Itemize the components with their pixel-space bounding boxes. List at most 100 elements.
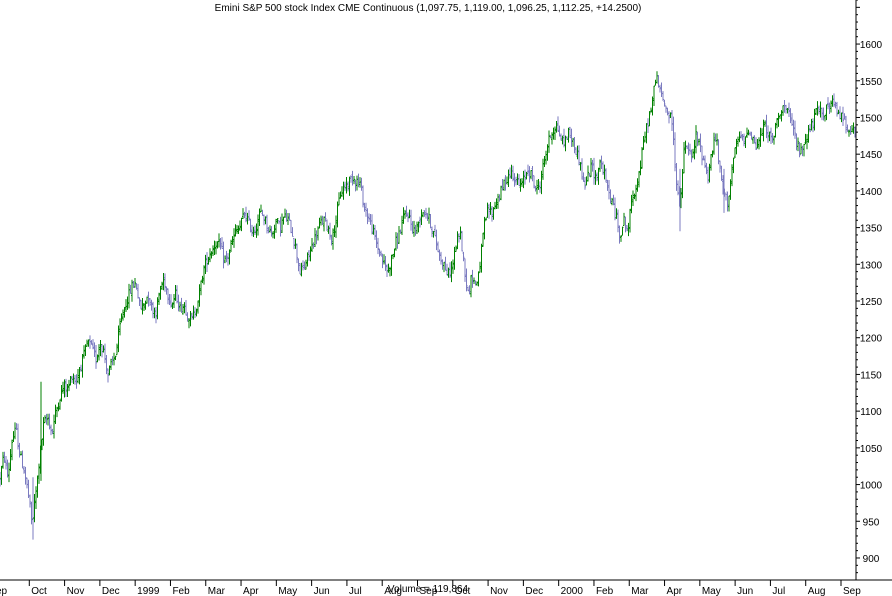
- y-tick-label: 1300: [860, 260, 883, 271]
- ohlc-bar-down: [767, 125, 769, 143]
- ohlc-bar-down: [321, 215, 324, 226]
- ohlc-bar-down: [5, 455, 7, 470]
- ohlc-bar-up: [713, 132, 715, 155]
- ohlc-bar-up: [9, 448, 12, 472]
- ohlc-bar-down: [581, 158, 583, 180]
- ohlc-bar-down: [0, 471, 1, 487]
- ohlc-bar-up: [174, 285, 177, 301]
- ohlc-bar-down: [3, 451, 6, 463]
- ohlc-bar-down: [686, 145, 688, 149]
- ohlc-bar-down: [51, 428, 54, 435]
- ohlc-bar-down: [465, 268, 468, 292]
- ohlc-bar-up: [20, 451, 22, 456]
- ohlc-bar-up: [837, 109, 840, 115]
- ohlc-bar-down: [468, 285, 471, 295]
- ohlc-bar-up: [482, 232, 484, 247]
- y-tick-label: 1250: [860, 297, 883, 308]
- ohlc-bar-up: [800, 143, 802, 155]
- ohlc-bar-up: [422, 212, 424, 218]
- ohlc-bar-down: [140, 299, 142, 310]
- ohlc-bar-up: [116, 343, 118, 356]
- ohlc-bar-up: [420, 209, 423, 226]
- ohlc-bar-down: [624, 216, 627, 233]
- ohlc-bar-down: [219, 238, 222, 250]
- ohlc-bar-down: [170, 294, 172, 308]
- ohlc-bar-down: [606, 179, 609, 191]
- ohlc-bar-up: [555, 121, 558, 133]
- ohlc-bar-up: [830, 100, 832, 113]
- ohlc-bar-up: [452, 259, 454, 274]
- ohlc-bar-down: [467, 286, 469, 292]
- ohlc-bar-down: [225, 250, 228, 263]
- ohlc-bar-up: [131, 279, 133, 302]
- y-tick-label: 1400: [860, 187, 883, 198]
- ohlc-bar-up: [33, 493, 36, 523]
- ohlc-bar-down: [191, 312, 193, 320]
- ohlc-bar-down: [798, 141, 801, 158]
- ohlc-bar-up: [479, 261, 481, 273]
- ohlc-bar-down: [518, 174, 520, 187]
- ohlc-bar-up: [693, 139, 696, 160]
- ohlc-bar-up: [455, 245, 457, 253]
- ohlc-bar-up: [195, 308, 198, 317]
- ohlc-bar-down: [812, 118, 814, 133]
- ohlc-bar-down: [690, 149, 693, 163]
- ohlc-bar-down: [396, 232, 399, 249]
- ohlc-bar-up: [731, 164, 733, 187]
- ohlc-bar-up: [480, 243, 483, 273]
- ohlc-bar-up: [114, 355, 117, 360]
- ohlc-bar-up: [738, 131, 741, 143]
- ohlc-bar-up: [633, 193, 636, 200]
- ohlc-bar-down: [104, 343, 106, 364]
- ohlc-bar-down: [834, 101, 837, 109]
- ohlc-bar-up: [786, 108, 789, 114]
- ohlc-bar-up: [744, 136, 747, 148]
- x-tick-label: May: [702, 586, 721, 596]
- y-axis: 900 950 1000 1050 1100 1150 1200 1250 1300 1350 14…: [855, 0, 883, 581]
- ohlc-bar-down: [842, 106, 844, 127]
- ohlc-bar-up: [459, 226, 462, 240]
- ohlc-bar-down: [617, 209, 619, 233]
- ohlc-bar-down: [687, 142, 690, 156]
- ohlc-bar-down: [177, 294, 180, 312]
- ohlc-bar-down: [528, 166, 531, 183]
- ohlc-bar-down: [222, 241, 225, 269]
- ohlc-bar-up: [653, 85, 655, 107]
- ohlc-bar-down: [836, 101, 838, 117]
- ohlc-bar-down: [584, 177, 586, 190]
- ohlc-bar-up: [669, 112, 672, 119]
- ohlc-bar-up: [44, 415, 46, 424]
- ohlc-bar-up: [632, 190, 634, 206]
- ohlc-bar-up: [47, 413, 49, 426]
- ohlc-bar-down: [380, 250, 382, 257]
- ohlc-bar-down: [843, 113, 846, 120]
- ohlc-bar-down: [626, 225, 628, 232]
- ohlc-bar-up: [611, 197, 613, 206]
- x-tick-label: Jun: [314, 586, 330, 596]
- ohlc-bar-down: [740, 131, 742, 139]
- ohlc-bar-down: [435, 229, 438, 251]
- ohlc-bar-up: [81, 353, 84, 378]
- ohlc-bar-down: [315, 230, 318, 245]
- ohlc-bar-up: [348, 176, 351, 196]
- ohlc-bar-down: [512, 165, 514, 182]
- ohlc-bar-down: [534, 185, 537, 192]
- x-tick-label: Mar: [208, 586, 226, 596]
- ohlc-bar-up: [372, 224, 375, 235]
- ohlc-bar-up: [525, 171, 528, 180]
- ohlc-bar-down: [491, 205, 493, 222]
- ohlc-bar-up: [260, 204, 262, 213]
- ohlc-bar-down: [249, 218, 252, 233]
- ohlc-bar-down: [105, 355, 108, 375]
- ohlc-bar-up: [456, 231, 459, 250]
- ohlc-bar-up: [522, 170, 525, 189]
- ohlc-bar-down: [524, 169, 526, 185]
- ohlc-bar-up: [255, 223, 258, 238]
- ohlc-bar-up: [143, 303, 145, 311]
- ohlc-bar-up: [78, 366, 81, 385]
- ohlc-bar-down: [612, 194, 615, 206]
- ohlc-bar-down: [147, 291, 150, 307]
- ohlc-bar-up: [0, 465, 3, 485]
- ohlc-bar-down: [720, 165, 723, 181]
